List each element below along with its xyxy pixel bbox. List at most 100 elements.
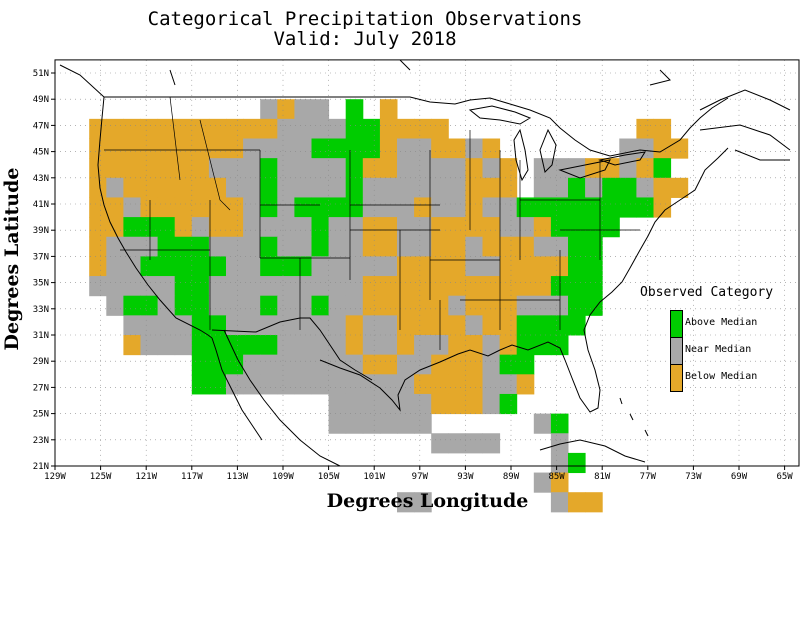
grid-cell bbox=[362, 177, 381, 198]
grid-cell bbox=[328, 276, 347, 297]
grid-cell bbox=[260, 217, 278, 238]
cuba-bahamas bbox=[539, 397, 649, 463]
grid-cell bbox=[328, 118, 347, 139]
grid-cell bbox=[533, 413, 552, 434]
grid-cell bbox=[550, 217, 569, 238]
grid-cell bbox=[174, 118, 193, 139]
grid-cell bbox=[89, 177, 107, 198]
grid-cell bbox=[277, 177, 295, 198]
grid-cell bbox=[448, 177, 466, 198]
grid-cell bbox=[448, 393, 466, 415]
canada-border bbox=[104, 96, 729, 157]
grid-cell bbox=[482, 335, 501, 356]
grid-cell bbox=[379, 413, 398, 434]
grid-cell bbox=[226, 138, 244, 159]
grid-cell bbox=[208, 217, 227, 238]
grid-cell bbox=[174, 197, 193, 218]
grid-cell bbox=[431, 177, 449, 198]
grid-cell bbox=[345, 315, 364, 336]
grid-cell bbox=[243, 138, 261, 159]
grid-cell bbox=[499, 276, 518, 297]
grid-cell bbox=[294, 177, 312, 198]
grid-cell bbox=[397, 335, 415, 356]
grid-cell bbox=[191, 177, 210, 198]
grid-cell bbox=[191, 118, 210, 139]
grid-cell bbox=[226, 374, 244, 395]
grid-cell bbox=[345, 217, 364, 238]
grid-cell bbox=[516, 236, 535, 257]
grid-cell bbox=[379, 354, 398, 375]
grid-cell bbox=[397, 492, 415, 513]
grid-cell bbox=[157, 197, 176, 218]
y-tick-label: 31N bbox=[33, 331, 49, 341]
legend-swatch-near bbox=[670, 337, 683, 365]
grid-cell bbox=[448, 335, 466, 356]
grid-cell bbox=[89, 118, 107, 139]
grid-cell bbox=[362, 374, 381, 395]
grid-cell bbox=[533, 276, 552, 297]
grid-cell bbox=[294, 118, 312, 139]
grid-cell bbox=[191, 138, 210, 159]
x-tick-label: 129W bbox=[44, 472, 66, 482]
grid-cell bbox=[328, 295, 347, 316]
grid-cell bbox=[243, 335, 261, 356]
grid-cell bbox=[311, 315, 330, 336]
grid-cell bbox=[414, 276, 432, 297]
grid-cell bbox=[653, 158, 672, 179]
grid-cell bbox=[448, 315, 466, 336]
grid-cell bbox=[431, 138, 449, 159]
grid-cell bbox=[106, 295, 124, 316]
grid-cell bbox=[157, 118, 176, 139]
grid-cell bbox=[345, 276, 364, 297]
category-grid bbox=[89, 99, 689, 513]
grid-cell bbox=[550, 472, 569, 493]
grid-cell bbox=[123, 295, 141, 316]
grid-cell bbox=[260, 158, 278, 179]
grid-cell bbox=[499, 236, 518, 257]
y-tick-label: 49N bbox=[33, 95, 49, 105]
grid-cell bbox=[414, 354, 432, 375]
grid-cell bbox=[585, 217, 603, 238]
grid-cell bbox=[499, 158, 518, 179]
grid-cell bbox=[431, 433, 449, 454]
grid-cell bbox=[123, 315, 141, 336]
grid-cell bbox=[345, 295, 364, 316]
grid-cell bbox=[243, 197, 261, 218]
grid-cell bbox=[294, 256, 312, 277]
grid-cell bbox=[499, 354, 518, 375]
grid-cell bbox=[277, 99, 295, 120]
grid-cell bbox=[397, 295, 415, 316]
grid-cell bbox=[482, 295, 501, 316]
grid-cell bbox=[277, 374, 295, 395]
grid-cell bbox=[516, 335, 535, 356]
grid-cell bbox=[482, 354, 501, 375]
gulf-coast bbox=[319, 147, 729, 413]
x-tick-label: 105W bbox=[318, 472, 340, 482]
grid-cell bbox=[260, 236, 278, 257]
grid-cell bbox=[208, 138, 227, 159]
grid-cell bbox=[465, 177, 483, 198]
grid-cell bbox=[516, 197, 535, 218]
grid-cell bbox=[499, 217, 518, 238]
grid-cell bbox=[106, 236, 124, 257]
grid-cell bbox=[277, 276, 295, 297]
grid-cell bbox=[260, 138, 278, 159]
grid-cell bbox=[448, 433, 466, 454]
x-tick-label: 73W bbox=[685, 472, 702, 482]
grid-cell bbox=[157, 315, 176, 336]
grid-cell bbox=[379, 118, 398, 139]
x-tick-label: 97W bbox=[412, 472, 429, 482]
grid-cell bbox=[619, 197, 637, 218]
grid-cell bbox=[465, 276, 483, 297]
grid-cell bbox=[89, 217, 107, 238]
grid-cell bbox=[397, 393, 415, 415]
legend-title: Observed Category bbox=[640, 285, 774, 300]
grid-cell bbox=[414, 374, 432, 395]
legend-label-above: Above Median bbox=[685, 317, 758, 328]
grid-cell bbox=[140, 138, 159, 159]
grid-cell bbox=[653, 197, 672, 218]
grid-cell bbox=[362, 276, 381, 297]
axis-ticks bbox=[51, 72, 786, 470]
grid-cell bbox=[653, 177, 672, 198]
